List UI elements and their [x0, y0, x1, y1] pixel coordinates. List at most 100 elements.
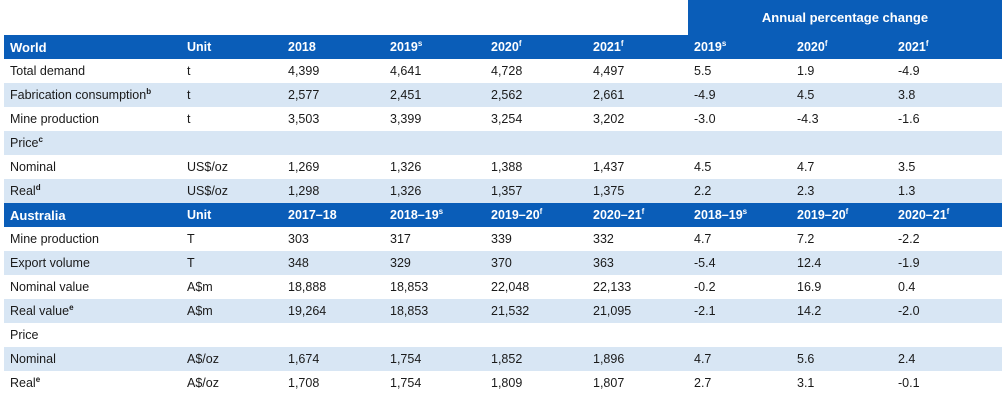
australia-header-row: Australia Unit 2017–18 2018–19s 2019–20f 2020…: [4, 203, 1002, 227]
footnote-marker: f: [620, 38, 624, 48]
value-cell: 1,852: [485, 347, 587, 371]
unit-cell: A$m: [181, 275, 282, 299]
unit-cell: US$/oz: [181, 179, 282, 203]
value-cell: 22,048: [485, 275, 587, 299]
value-cell: [688, 323, 791, 347]
value-cell: -2.2: [892, 227, 1002, 251]
row-label-text: Fabrication consumption: [10, 88, 147, 102]
value-cell: 339: [485, 227, 587, 251]
value-cell: 22,133: [587, 275, 688, 299]
world-header-cell: 2021f: [892, 35, 1002, 59]
footnote-marker: s: [742, 206, 748, 216]
australia-header-cell: 2019–20f: [485, 203, 587, 227]
row-label-text: Price: [10, 328, 39, 342]
value-cell: 1,269: [282, 155, 384, 179]
row-label-text: Nominal: [10, 160, 56, 174]
value-cell: 2.7: [688, 371, 791, 395]
australia-header-cell: 2020–21f: [587, 203, 688, 227]
value-cell: 18,853: [384, 299, 485, 323]
value-cell: 4,728: [485, 59, 587, 83]
value-cell: [384, 323, 485, 347]
table-row: Pricec: [4, 131, 1002, 155]
footnote-marker: s: [721, 38, 727, 48]
row-label: Nominal: [4, 347, 181, 371]
value-cell: 2.4: [892, 347, 1002, 371]
row-label: Real valuee: [4, 299, 181, 323]
row-label: Reale: [4, 371, 181, 395]
australia-header-cell: 2018–19s: [384, 203, 485, 227]
table-row: Nominal US$/oz 1,269 1,326 1,388 1,437 4.5 4.7 3…: [4, 155, 1002, 179]
footnote-marker: f: [641, 206, 645, 216]
header-text: World: [10, 39, 47, 55]
row-label-text: Total demand: [10, 64, 86, 78]
world-header-cell: 2019s: [688, 35, 791, 59]
row-label-text: Nominal value: [10, 280, 90, 294]
unit-cell: A$m: [181, 299, 282, 323]
value-cell: 1,326: [384, 155, 485, 179]
row-label: Nominal value: [4, 275, 181, 299]
value-cell: 18,853: [384, 275, 485, 299]
value-cell: 4,641: [384, 59, 485, 83]
value-cell: 3.8: [892, 83, 1002, 107]
unit-cell: [181, 131, 282, 155]
value-cell: 4.7: [688, 227, 791, 251]
table-row: Mine production t 3,503 3,399 3,254 3,202 -3.0…: [4, 107, 1002, 131]
value-cell: 303: [282, 227, 384, 251]
value-cell: [892, 323, 1002, 347]
unit-cell: A$/oz: [181, 371, 282, 395]
unit-cell: t: [181, 83, 282, 107]
value-cell: 2,562: [485, 83, 587, 107]
unit-cell: US$/oz: [181, 155, 282, 179]
row-label-text: Real value: [10, 304, 70, 318]
value-cell: 1,674: [282, 347, 384, 371]
value-cell: 7.2: [791, 227, 892, 251]
table-row: Mine production T 303 317 339 332 4.7 7.2 -2.2: [4, 227, 1002, 251]
header-text: Unit: [187, 40, 212, 54]
table-row: Nominal value A$m 18,888 18,853 22,048 22,133…: [4, 275, 1002, 299]
value-cell: 19,264: [282, 299, 384, 323]
value-cell: -4.3: [791, 107, 892, 131]
header-text: 2020–21: [593, 208, 642, 222]
world-header-row: World Unit 2018 2019s 2020f 2021f 2019s 2020f 20…: [4, 35, 1002, 59]
table-row: Reald US$/oz 1,298 1,326 1,357 1,375 2.2 2.3 1.3: [4, 179, 1002, 203]
footnote-marker: s: [438, 206, 444, 216]
value-cell: 5.6: [791, 347, 892, 371]
australia-header-cell: Australia: [4, 203, 181, 227]
australia-header-cell: 2019–20f: [791, 203, 892, 227]
footnote-marker: e: [35, 374, 41, 384]
unit-cell: t: [181, 59, 282, 83]
value-cell: 2,577: [282, 83, 384, 107]
value-cell: 16.9: [791, 275, 892, 299]
australia-header-cell: Unit: [181, 203, 282, 227]
header-text: 2019: [694, 40, 722, 54]
value-cell: [688, 131, 791, 155]
row-label: Reald: [4, 179, 181, 203]
value-cell: -2.0: [892, 299, 1002, 323]
value-cell: [791, 131, 892, 155]
value-cell: 332: [587, 227, 688, 251]
value-cell: 329: [384, 251, 485, 275]
header-text: 2020: [491, 40, 519, 54]
footnote-marker: f: [518, 38, 522, 48]
australia-header-cell: 2018–19s: [688, 203, 791, 227]
value-cell: 1,375: [587, 179, 688, 203]
value-cell: -5.4: [688, 251, 791, 275]
value-cell: 1,298: [282, 179, 384, 203]
header-text: 2019–20: [491, 208, 540, 222]
footnote-marker: f: [845, 206, 849, 216]
header-text: 2018–19: [694, 208, 743, 222]
header-text: 2017–18: [288, 208, 337, 222]
row-label-text: Mine production: [10, 232, 99, 246]
value-cell: 1.9: [791, 59, 892, 83]
footnote-marker: s: [417, 38, 423, 48]
value-cell: 5.5: [688, 59, 791, 83]
value-cell: -1.9: [892, 251, 1002, 275]
value-cell: 348: [282, 251, 384, 275]
value-cell: 21,532: [485, 299, 587, 323]
header-text: Australia: [10, 207, 66, 223]
row-label-text: Real: [10, 376, 36, 390]
value-cell: 0.4: [892, 275, 1002, 299]
footnote-marker: f: [946, 206, 950, 216]
table-row: Reale A$/oz 1,708 1,754 1,809 1,807 2.7 3.1 -0.1: [4, 371, 1002, 395]
value-cell: 1,754: [384, 371, 485, 395]
